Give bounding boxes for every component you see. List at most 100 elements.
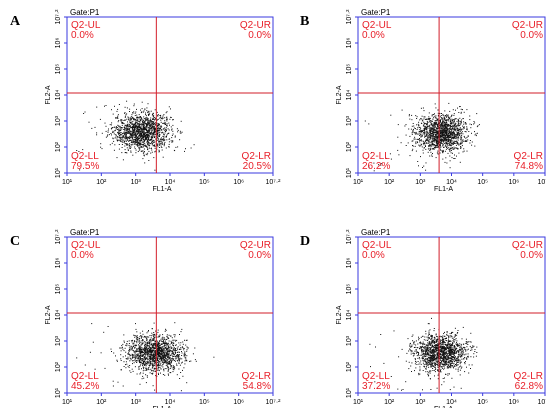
event-dot: [416, 129, 418, 130]
event-dot: [176, 355, 178, 357]
event-dot: [145, 130, 147, 131]
event-dot: [124, 347, 126, 349]
event-dot: [173, 348, 175, 350]
event-dot: [157, 329, 159, 331]
event-dot: [143, 134, 144, 135]
event-dot: [148, 137, 149, 139]
event-dot: [170, 126, 172, 128]
event-dot: [154, 145, 156, 147]
event-dot: [129, 349, 130, 350]
event-dot: [436, 152, 438, 154]
event-dot: [457, 127, 459, 129]
event-dot: [144, 346, 145, 348]
event-dot: [149, 128, 151, 130]
event-dot: [147, 118, 149, 120]
event-dot: [162, 360, 163, 362]
event-dot: [149, 119, 151, 121]
event-dot: [132, 355, 134, 357]
event-dot: [179, 130, 181, 132]
event-dot: [424, 116, 426, 118]
event-dot: [434, 127, 436, 129]
event-dot: [139, 347, 141, 349]
event-dot: [151, 149, 153, 151]
event-dot: [159, 143, 161, 145]
event-dot: [182, 341, 184, 343]
event-dot: [456, 126, 458, 128]
event-dot: [458, 125, 460, 127]
event-dot: [139, 350, 141, 352]
event-dot: [434, 117, 436, 119]
event-dot: [148, 130, 150, 132]
event-dot: [153, 124, 155, 126]
event-dot: [152, 351, 153, 353]
event-dot: [444, 354, 446, 356]
event-dot: [428, 354, 430, 356]
event-dot: [427, 122, 429, 123]
event-dot: [167, 348, 169, 350]
event-dot: [180, 331, 182, 333]
event-dot: [121, 119, 123, 121]
event-dot: [169, 359, 171, 361]
event-dot: [442, 139, 444, 141]
event-dot: [145, 137, 147, 139]
event-dot: [115, 134, 117, 135]
event-dot: [159, 349, 161, 351]
event-dot: [134, 133, 136, 135]
event-dot: [129, 120, 131, 122]
event-dot: [437, 347, 439, 349]
event-dot: [463, 150, 465, 152]
event-dot: [430, 122, 432, 124]
event-dot: [168, 363, 170, 365]
event-dot: [127, 132, 129, 134]
event-dot: [128, 123, 130, 125]
event-dot: [123, 132, 125, 134]
event-dot: [146, 141, 148, 143]
event-dot: [427, 357, 429, 359]
event-dot: [148, 345, 150, 347]
event-dot: [431, 154, 433, 156]
x-tick-label: 10¹: [62, 399, 73, 406]
event-dot: [135, 118, 136, 120]
event-dot: [178, 354, 180, 355]
event-dot: [441, 117, 443, 119]
event-dot: [141, 132, 142, 134]
event-dot: [131, 348, 133, 350]
event-dot: [131, 353, 133, 355]
event-dot: [151, 346, 153, 348]
event-dot: [154, 344, 156, 346]
event-dot: [183, 355, 185, 357]
event-dot: [430, 364, 432, 366]
event-dot: [433, 342, 435, 344]
event-dot: [162, 349, 164, 351]
event-dot: [135, 140, 137, 142]
event-dot: [141, 125, 143, 127]
event-dot: [412, 148, 414, 150]
event-dot: [149, 122, 150, 124]
event-dot: [152, 135, 154, 137]
event-dot: [444, 132, 446, 134]
event-dot: [163, 143, 165, 145]
event-dot: [126, 124, 128, 126]
event-dot: [147, 132, 148, 133]
event-dot: [166, 361, 168, 363]
event-dot: [473, 123, 475, 125]
event-dot: [169, 362, 171, 364]
event-dot: [139, 355, 141, 357]
event-dot: [427, 151, 429, 153]
event-dot: [164, 338, 166, 340]
event-dot: [437, 144, 439, 146]
event-dot: [128, 131, 130, 133]
event-dot: [125, 351, 127, 353]
event-dot: [138, 131, 140, 133]
event-dot: [161, 149, 163, 151]
event-dot: [166, 339, 168, 341]
event-dot: [181, 358, 183, 360]
event-dot: [408, 128, 410, 130]
event-dot: [150, 357, 152, 359]
event-dot: [148, 121, 150, 123]
event-dot: [174, 136, 176, 138]
event-dot: [436, 138, 438, 140]
event-dot: [168, 132, 170, 134]
event-dot: [468, 131, 470, 132]
event-dot: [431, 352, 433, 354]
